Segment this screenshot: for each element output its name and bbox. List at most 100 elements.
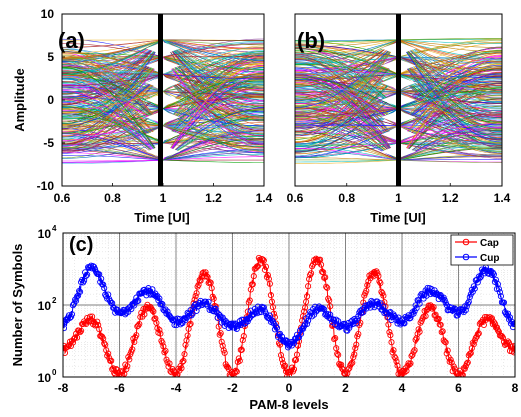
data-point	[172, 374, 179, 377]
data-point	[413, 335, 420, 342]
data-point	[238, 346, 245, 353]
data-point	[511, 320, 515, 327]
legend-item-cup: Cup	[455, 253, 499, 264]
data-point	[181, 351, 188, 358]
data-point	[180, 357, 187, 364]
data-point	[157, 330, 164, 337]
data-point	[476, 274, 483, 282]
data-point	[441, 338, 448, 345]
data-point	[212, 305, 219, 312]
x-axis-label-a: Time [UI]	[134, 210, 189, 225]
data-point	[413, 305, 420, 312]
x-axis-label-b: Time [UI]	[370, 210, 425, 225]
data-point	[483, 267, 490, 274]
data-point	[77, 288, 84, 295]
data-point	[178, 365, 185, 372]
data-point	[439, 328, 446, 335]
data-point	[228, 320, 235, 327]
x-ticks-b: 0.6 0.8 1 1.2 1.4	[287, 183, 511, 205]
data-point	[250, 273, 257, 280]
y-tick-label: 10	[38, 371, 52, 385]
legend-label-cap: Cap	[480, 238, 499, 249]
data-point	[406, 361, 413, 368]
data-point	[264, 272, 271, 279]
legend: Cap Cup	[450, 234, 514, 266]
y-tick-exponent: 4	[52, 224, 57, 233]
data-point	[199, 270, 206, 277]
data-point	[335, 351, 342, 358]
data-point	[240, 333, 247, 340]
data-point	[147, 303, 154, 310]
data-point	[450, 306, 457, 313]
data-point	[351, 351, 358, 358]
data-point	[380, 292, 387, 299]
data-point	[466, 294, 473, 301]
data-point	[161, 307, 168, 314]
data-point	[272, 323, 279, 330]
data-point	[504, 338, 512, 345]
data-point	[476, 320, 483, 327]
data-point	[302, 321, 309, 328]
data-point	[129, 346, 136, 353]
data-point	[381, 299, 388, 306]
data-point	[333, 345, 340, 352]
data-point	[416, 300, 423, 307]
data-point	[150, 308, 157, 315]
x-tick-label: 1.4	[256, 191, 273, 205]
data-point	[498, 333, 505, 340]
data-point	[170, 367, 177, 374]
legend-label-cup: Cup	[480, 253, 499, 264]
data-point	[454, 312, 461, 319]
data-point	[440, 337, 447, 344]
y-tick-label: 0	[47, 93, 54, 107]
data-point	[207, 279, 214, 286]
data-point	[458, 371, 465, 377]
data-point	[260, 304, 267, 311]
data-point	[273, 324, 280, 331]
data-point	[470, 341, 477, 348]
data-point	[268, 317, 275, 324]
data-point	[411, 308, 418, 315]
data-point	[269, 304, 276, 311]
legend-marker-cup	[462, 253, 470, 261]
data-point	[277, 352, 285, 359]
data-point	[376, 278, 383, 285]
data-point	[105, 350, 112, 357]
data-point	[377, 279, 384, 287]
data-point	[278, 356, 286, 363]
data-point	[261, 266, 268, 273]
x-tick-label: -8	[58, 381, 69, 395]
data-point	[411, 347, 418, 354]
data-point	[327, 311, 334, 318]
data-point	[490, 319, 497, 326]
data-point	[63, 325, 68, 332]
data-point	[120, 367, 127, 374]
data-point	[95, 321, 102, 329]
data-point	[195, 303, 202, 310]
y-tick-label: 10	[41, 7, 55, 21]
data-point	[496, 289, 503, 296]
y-axis-label-a: Amplitude	[12, 68, 27, 132]
data-point	[205, 298, 212, 305]
data-point	[363, 287, 370, 294]
data-point	[304, 293, 311, 300]
data-point	[338, 361, 345, 368]
data-point	[460, 309, 467, 316]
data-point	[252, 265, 259, 272]
data-point	[216, 331, 223, 338]
data-point	[442, 339, 449, 346]
data-point	[392, 314, 399, 321]
y-tick-label: -10	[37, 179, 55, 193]
series-c	[63, 254, 515, 377]
data-point	[502, 310, 510, 317]
data-point	[123, 366, 130, 373]
data-point	[509, 324, 515, 331]
data-point	[74, 293, 81, 300]
data-point	[352, 345, 359, 352]
data-point	[495, 285, 502, 292]
data-point	[159, 339, 166, 346]
data-point	[201, 273, 208, 280]
